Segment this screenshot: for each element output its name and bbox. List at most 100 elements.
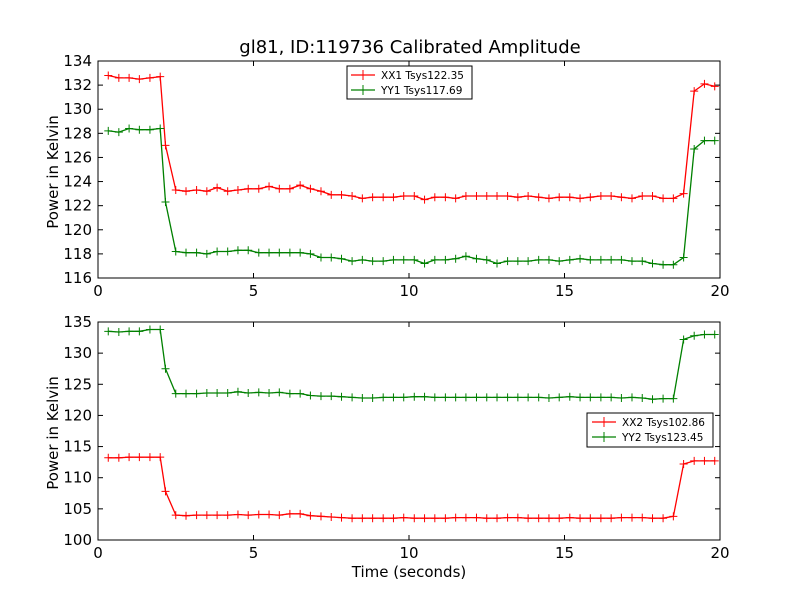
x-tick-label: 20 (710, 544, 729, 562)
data-point (285, 389, 294, 398)
data-point (493, 393, 502, 402)
data-point (104, 327, 113, 336)
data-point (659, 260, 668, 269)
data-point (638, 513, 647, 522)
data-point (296, 181, 305, 190)
x-tick-label: 5 (249, 282, 259, 300)
data-point (156, 453, 165, 462)
data-point (244, 246, 253, 255)
data-point (389, 393, 398, 402)
data-point (586, 255, 595, 264)
data-point (607, 393, 616, 402)
data-point (513, 513, 522, 522)
data-point (348, 192, 357, 201)
data-point (555, 514, 564, 523)
legend-label-yy2: YY2 Tsys123.45 (621, 432, 703, 444)
data-point (700, 79, 709, 88)
data-point (348, 257, 357, 266)
data-point (296, 509, 305, 518)
data-point (710, 330, 719, 339)
data-point (586, 393, 595, 402)
data-point (555, 393, 564, 402)
data-point (503, 393, 512, 402)
data-point (399, 255, 408, 264)
data-point (451, 513, 460, 522)
data-point (244, 511, 253, 520)
data-point (534, 393, 543, 402)
data-point (638, 192, 647, 201)
data-point (710, 82, 719, 91)
x-tick-label: 15 (555, 544, 574, 562)
chart-title: gl81, ID:119736 Calibrated Amplitude (239, 37, 580, 58)
data-point (669, 194, 678, 203)
legend: XX1 Tsys122.35 YY1 Tsys117.69 (346, 65, 473, 100)
legend-label-xx1: XX1 Tsys122.35 (381, 70, 464, 82)
data-point (410, 255, 419, 264)
data-point (379, 514, 388, 523)
y-tick-label: 126 (63, 148, 92, 166)
data-point (358, 514, 367, 523)
data-point (327, 512, 336, 521)
data-point (472, 254, 481, 263)
data-point (135, 75, 144, 84)
data-point (690, 145, 699, 154)
data-point (420, 514, 429, 523)
data-point (114, 327, 123, 336)
data-point (202, 511, 211, 520)
data-point (410, 392, 419, 401)
data-point (296, 248, 305, 257)
data-point (285, 248, 294, 257)
data-point (265, 389, 274, 398)
data-point (669, 512, 678, 521)
data-point (544, 194, 553, 203)
data-point (114, 73, 123, 82)
plot-area: 0 5 10 15 20 116 118 120 122 124 126 128 130 132 134 (63, 52, 729, 300)
data-point (627, 257, 636, 266)
data-point (337, 392, 346, 401)
data-point (145, 453, 154, 462)
data-point (410, 514, 419, 523)
data-point (679, 335, 688, 344)
data-point (296, 389, 305, 398)
data-point (327, 392, 336, 401)
data-point (451, 194, 460, 203)
data-point (493, 259, 502, 268)
data-point (161, 198, 170, 207)
data-point (135, 453, 144, 462)
data-point (513, 193, 522, 202)
plot-frame (97, 321, 721, 541)
data-point (254, 248, 263, 257)
data-point (156, 124, 165, 133)
data-point (161, 364, 170, 373)
data-point (125, 327, 134, 336)
data-point (410, 192, 419, 201)
data-point (399, 513, 408, 522)
data-point (503, 513, 512, 522)
data-point (265, 248, 274, 257)
data-point (254, 388, 263, 397)
x-tick-label: 10 (399, 282, 418, 300)
y-tick-label: 135 (63, 313, 92, 331)
data-point (659, 514, 668, 523)
x-axis-label: Time (seconds) (351, 563, 467, 581)
data-point (285, 509, 294, 518)
data-point (213, 247, 222, 256)
data-point (627, 194, 636, 203)
plot-area: 0 5 10 15 20 100 105 110 115 120 125 130 135 (63, 313, 729, 562)
data-point (202, 249, 211, 258)
data-point (534, 193, 543, 202)
data-point (420, 392, 429, 401)
y-tick-label: 124 (63, 173, 92, 191)
data-point (171, 389, 180, 398)
data-point (125, 453, 134, 462)
data-point (565, 193, 574, 202)
legend-box (346, 65, 473, 100)
data-point (156, 72, 165, 81)
data-point (244, 389, 253, 398)
data-point (669, 260, 678, 269)
data-point (358, 393, 367, 402)
data-point (690, 456, 699, 465)
plot-frame (97, 60, 721, 279)
data-point (171, 185, 180, 194)
data-point (472, 513, 481, 522)
